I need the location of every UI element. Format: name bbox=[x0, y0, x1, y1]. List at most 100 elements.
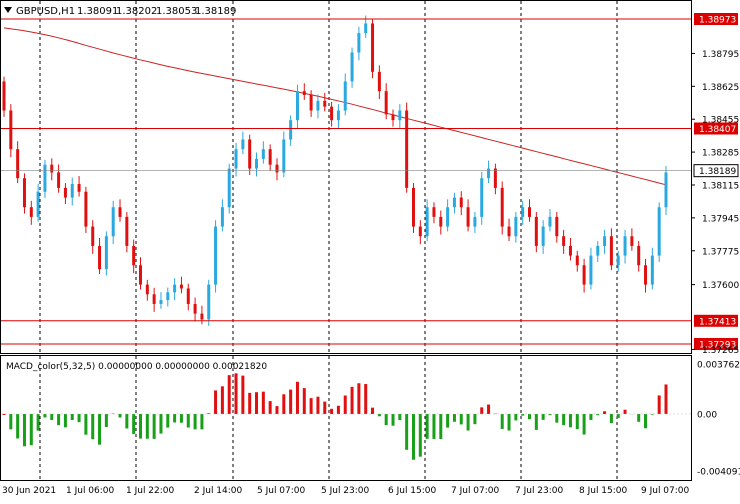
macd-bar bbox=[84, 414, 87, 435]
candle-body bbox=[221, 207, 224, 226]
macd-bar bbox=[398, 414, 401, 420]
macd-bar bbox=[357, 383, 360, 414]
price-tick-label: 1.38285 bbox=[702, 149, 739, 159]
macd-bar bbox=[269, 401, 272, 414]
candle-body bbox=[330, 107, 333, 121]
macd-bar bbox=[91, 414, 94, 439]
macd-bar bbox=[119, 414, 122, 417]
macd-bar bbox=[23, 414, 26, 446]
candle-body bbox=[16, 149, 19, 178]
macd-bar bbox=[385, 414, 388, 425]
candle-body bbox=[282, 140, 285, 173]
candle-body bbox=[173, 285, 176, 293]
macd-bar bbox=[105, 414, 108, 427]
candle-body bbox=[207, 285, 210, 320]
candle-body bbox=[248, 140, 251, 169]
macd-bar bbox=[78, 414, 81, 422]
candle-body bbox=[132, 246, 135, 265]
macd-bar bbox=[262, 392, 265, 414]
macd-title: MACD_color(5,32,5) 0.00000000 0.00000000… bbox=[6, 362, 267, 372]
candle-body bbox=[3, 81, 6, 110]
macd-bar bbox=[139, 414, 142, 439]
macd-frame bbox=[1, 356, 692, 481]
time-label: 1 Jul 06:00 bbox=[66, 486, 115, 496]
candle-body bbox=[241, 140, 244, 150]
candle-body bbox=[166, 292, 169, 300]
macd-bar bbox=[603, 411, 606, 414]
macd-bar bbox=[98, 414, 101, 445]
symbol-label: GBPUSD,H1 bbox=[16, 6, 75, 17]
ohlc-open: 1.38091 bbox=[77, 6, 118, 17]
candle-body bbox=[159, 300, 162, 304]
candle-body bbox=[9, 111, 12, 150]
candle-body bbox=[91, 227, 94, 246]
candle-body bbox=[405, 111, 408, 188]
time-label: 8 Jul 15:00 bbox=[579, 486, 628, 496]
candle-body bbox=[637, 246, 640, 265]
macd-bar bbox=[132, 414, 135, 434]
candle-body bbox=[487, 169, 490, 179]
macd-bar bbox=[610, 414, 613, 423]
macd-bar bbox=[9, 414, 12, 429]
candle-body bbox=[187, 288, 190, 303]
time-label: 9 Jul 07:00 bbox=[641, 486, 690, 496]
candle-body bbox=[105, 236, 108, 269]
macd-bar bbox=[624, 410, 627, 414]
candle-body bbox=[269, 149, 272, 164]
candle-body bbox=[344, 81, 347, 110]
macd-bar bbox=[412, 414, 415, 460]
macd-bar bbox=[542, 414, 545, 420]
candle-body bbox=[289, 120, 292, 139]
candle-body bbox=[624, 236, 627, 255]
macd-bar bbox=[665, 384, 668, 414]
candle-body bbox=[139, 265, 142, 284]
candle-body bbox=[542, 227, 545, 246]
macd-bar bbox=[200, 414, 203, 429]
candle-body bbox=[112, 207, 115, 236]
candle-body bbox=[426, 207, 429, 236]
macd-bar bbox=[235, 373, 238, 414]
level-label: 1.38973 bbox=[699, 16, 736, 26]
candle-body bbox=[71, 184, 74, 198]
macd-bar bbox=[337, 406, 340, 414]
candle-body bbox=[665, 172, 668, 207]
candle-body bbox=[357, 33, 360, 52]
candle-body bbox=[548, 217, 551, 227]
macd-bar bbox=[589, 414, 592, 420]
macd-bar bbox=[351, 387, 354, 414]
candle-body bbox=[596, 246, 599, 256]
ohlc-close: 1.38189 bbox=[195, 6, 236, 17]
candle-body bbox=[521, 207, 524, 217]
candle-body bbox=[30, 207, 33, 217]
candle-body bbox=[630, 236, 633, 246]
macd-bar bbox=[378, 414, 381, 416]
time-label: 5 Jul 23:00 bbox=[321, 486, 370, 496]
macd-bar bbox=[501, 414, 504, 429]
candle-body bbox=[501, 188, 504, 227]
macd-bar bbox=[344, 396, 347, 414]
macd-bar bbox=[508, 414, 511, 431]
candle-body bbox=[412, 188, 415, 227]
candle-body bbox=[562, 236, 565, 246]
candle-body bbox=[255, 159, 258, 169]
macd-bar bbox=[146, 414, 149, 439]
current-price-label: 1.38189 bbox=[699, 167, 736, 177]
candle-body bbox=[57, 172, 60, 187]
macd-bar bbox=[214, 390, 217, 414]
main-chart-frame bbox=[1, 1, 692, 354]
candle-body bbox=[508, 227, 511, 237]
candle-body bbox=[535, 217, 538, 246]
candle-body bbox=[467, 207, 470, 226]
macd-bar bbox=[57, 414, 60, 425]
level-label: 1.37413 bbox=[699, 317, 736, 327]
candle-body bbox=[658, 207, 661, 255]
candle-body bbox=[180, 285, 183, 289]
candle-body bbox=[303, 91, 306, 95]
time-label: 7 Jul 07:00 bbox=[451, 486, 500, 496]
candle-body bbox=[610, 236, 613, 265]
time-label: 7 Jul 23:00 bbox=[515, 486, 564, 496]
macd-bar bbox=[323, 402, 326, 414]
macd-bar bbox=[159, 414, 162, 434]
